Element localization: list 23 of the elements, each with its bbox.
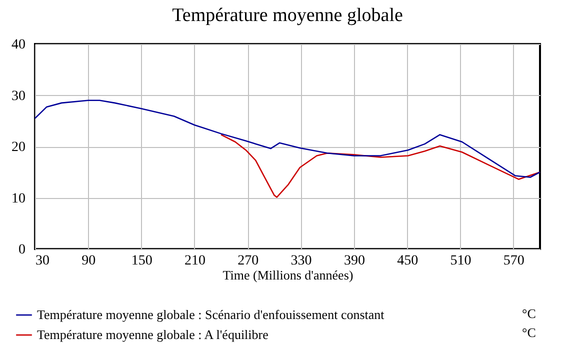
x-tick-label: 570 xyxy=(503,254,524,268)
x-tick-label: 450 xyxy=(397,254,418,268)
legend-label: Température moyenne globale : Scénario d'enfouissement constant xyxy=(37,307,385,322)
text: °C xyxy=(522,305,536,323)
x-tick-label: 210 xyxy=(184,254,206,268)
x-tick-label: 30 xyxy=(36,254,50,268)
y-tick-label: 10 xyxy=(12,191,26,206)
x-tick-label: 330 xyxy=(290,254,312,268)
x-tick-label: 150 xyxy=(131,254,152,268)
x-tick-label: 270 xyxy=(238,254,259,268)
text: °C xyxy=(522,324,536,342)
x-tick-label: 390 xyxy=(344,254,365,268)
line-series xyxy=(34,100,541,178)
y-tick-label: 40 xyxy=(12,38,26,52)
y-tick-label: 20 xyxy=(12,140,26,155)
chart-title: Température moyenne globale xyxy=(172,5,403,26)
x-axis-title: Time (Millions d'années) xyxy=(222,268,354,282)
x-tick-label: 90 xyxy=(82,254,96,268)
line-series xyxy=(220,134,541,198)
y-tick-label: 30 xyxy=(12,88,26,104)
x-tick-label: 510 xyxy=(450,254,472,268)
y-tick-label: 0 xyxy=(18,242,26,258)
legend-label: Température moyenne globale : A l'équilibre xyxy=(37,327,269,342)
